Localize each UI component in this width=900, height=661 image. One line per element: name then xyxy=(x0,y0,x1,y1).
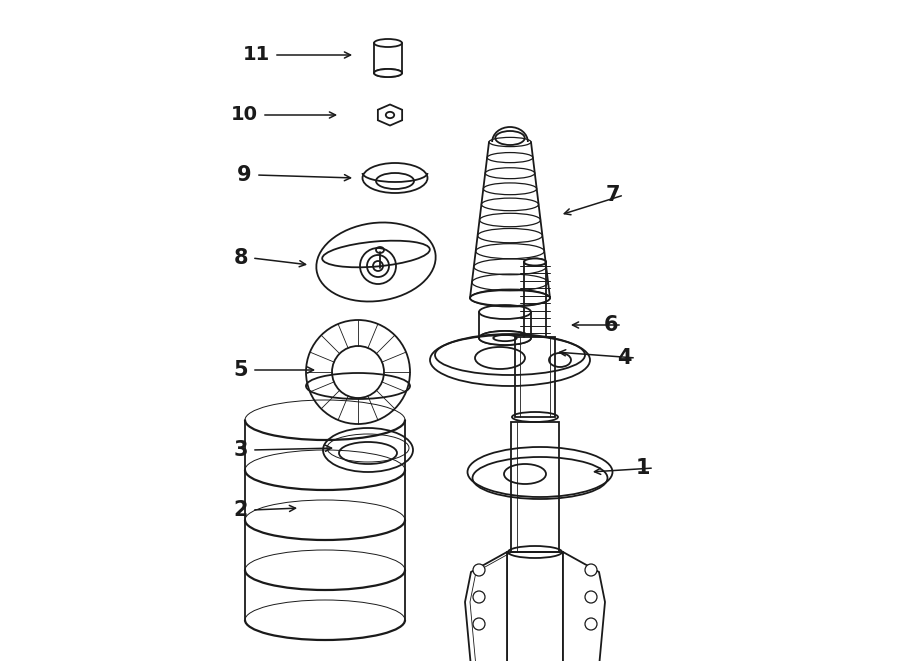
Circle shape xyxy=(473,591,485,603)
Text: 6: 6 xyxy=(604,315,618,335)
Ellipse shape xyxy=(374,69,402,77)
Ellipse shape xyxy=(479,331,531,345)
Circle shape xyxy=(585,564,597,576)
Text: 9: 9 xyxy=(238,165,252,185)
Text: 8: 8 xyxy=(233,248,248,268)
Text: 11: 11 xyxy=(243,46,270,65)
Polygon shape xyxy=(465,552,507,661)
Circle shape xyxy=(473,618,485,630)
Text: 4: 4 xyxy=(617,348,632,368)
Polygon shape xyxy=(378,104,402,126)
Text: 7: 7 xyxy=(606,185,620,205)
Circle shape xyxy=(585,591,597,603)
Text: 3: 3 xyxy=(233,440,248,460)
Polygon shape xyxy=(563,552,605,661)
Text: 2: 2 xyxy=(233,500,248,520)
Circle shape xyxy=(473,564,485,576)
Text: 1: 1 xyxy=(635,458,650,478)
Text: 10: 10 xyxy=(231,106,258,124)
Ellipse shape xyxy=(524,258,546,266)
Text: 5: 5 xyxy=(233,360,248,380)
Circle shape xyxy=(585,618,597,630)
